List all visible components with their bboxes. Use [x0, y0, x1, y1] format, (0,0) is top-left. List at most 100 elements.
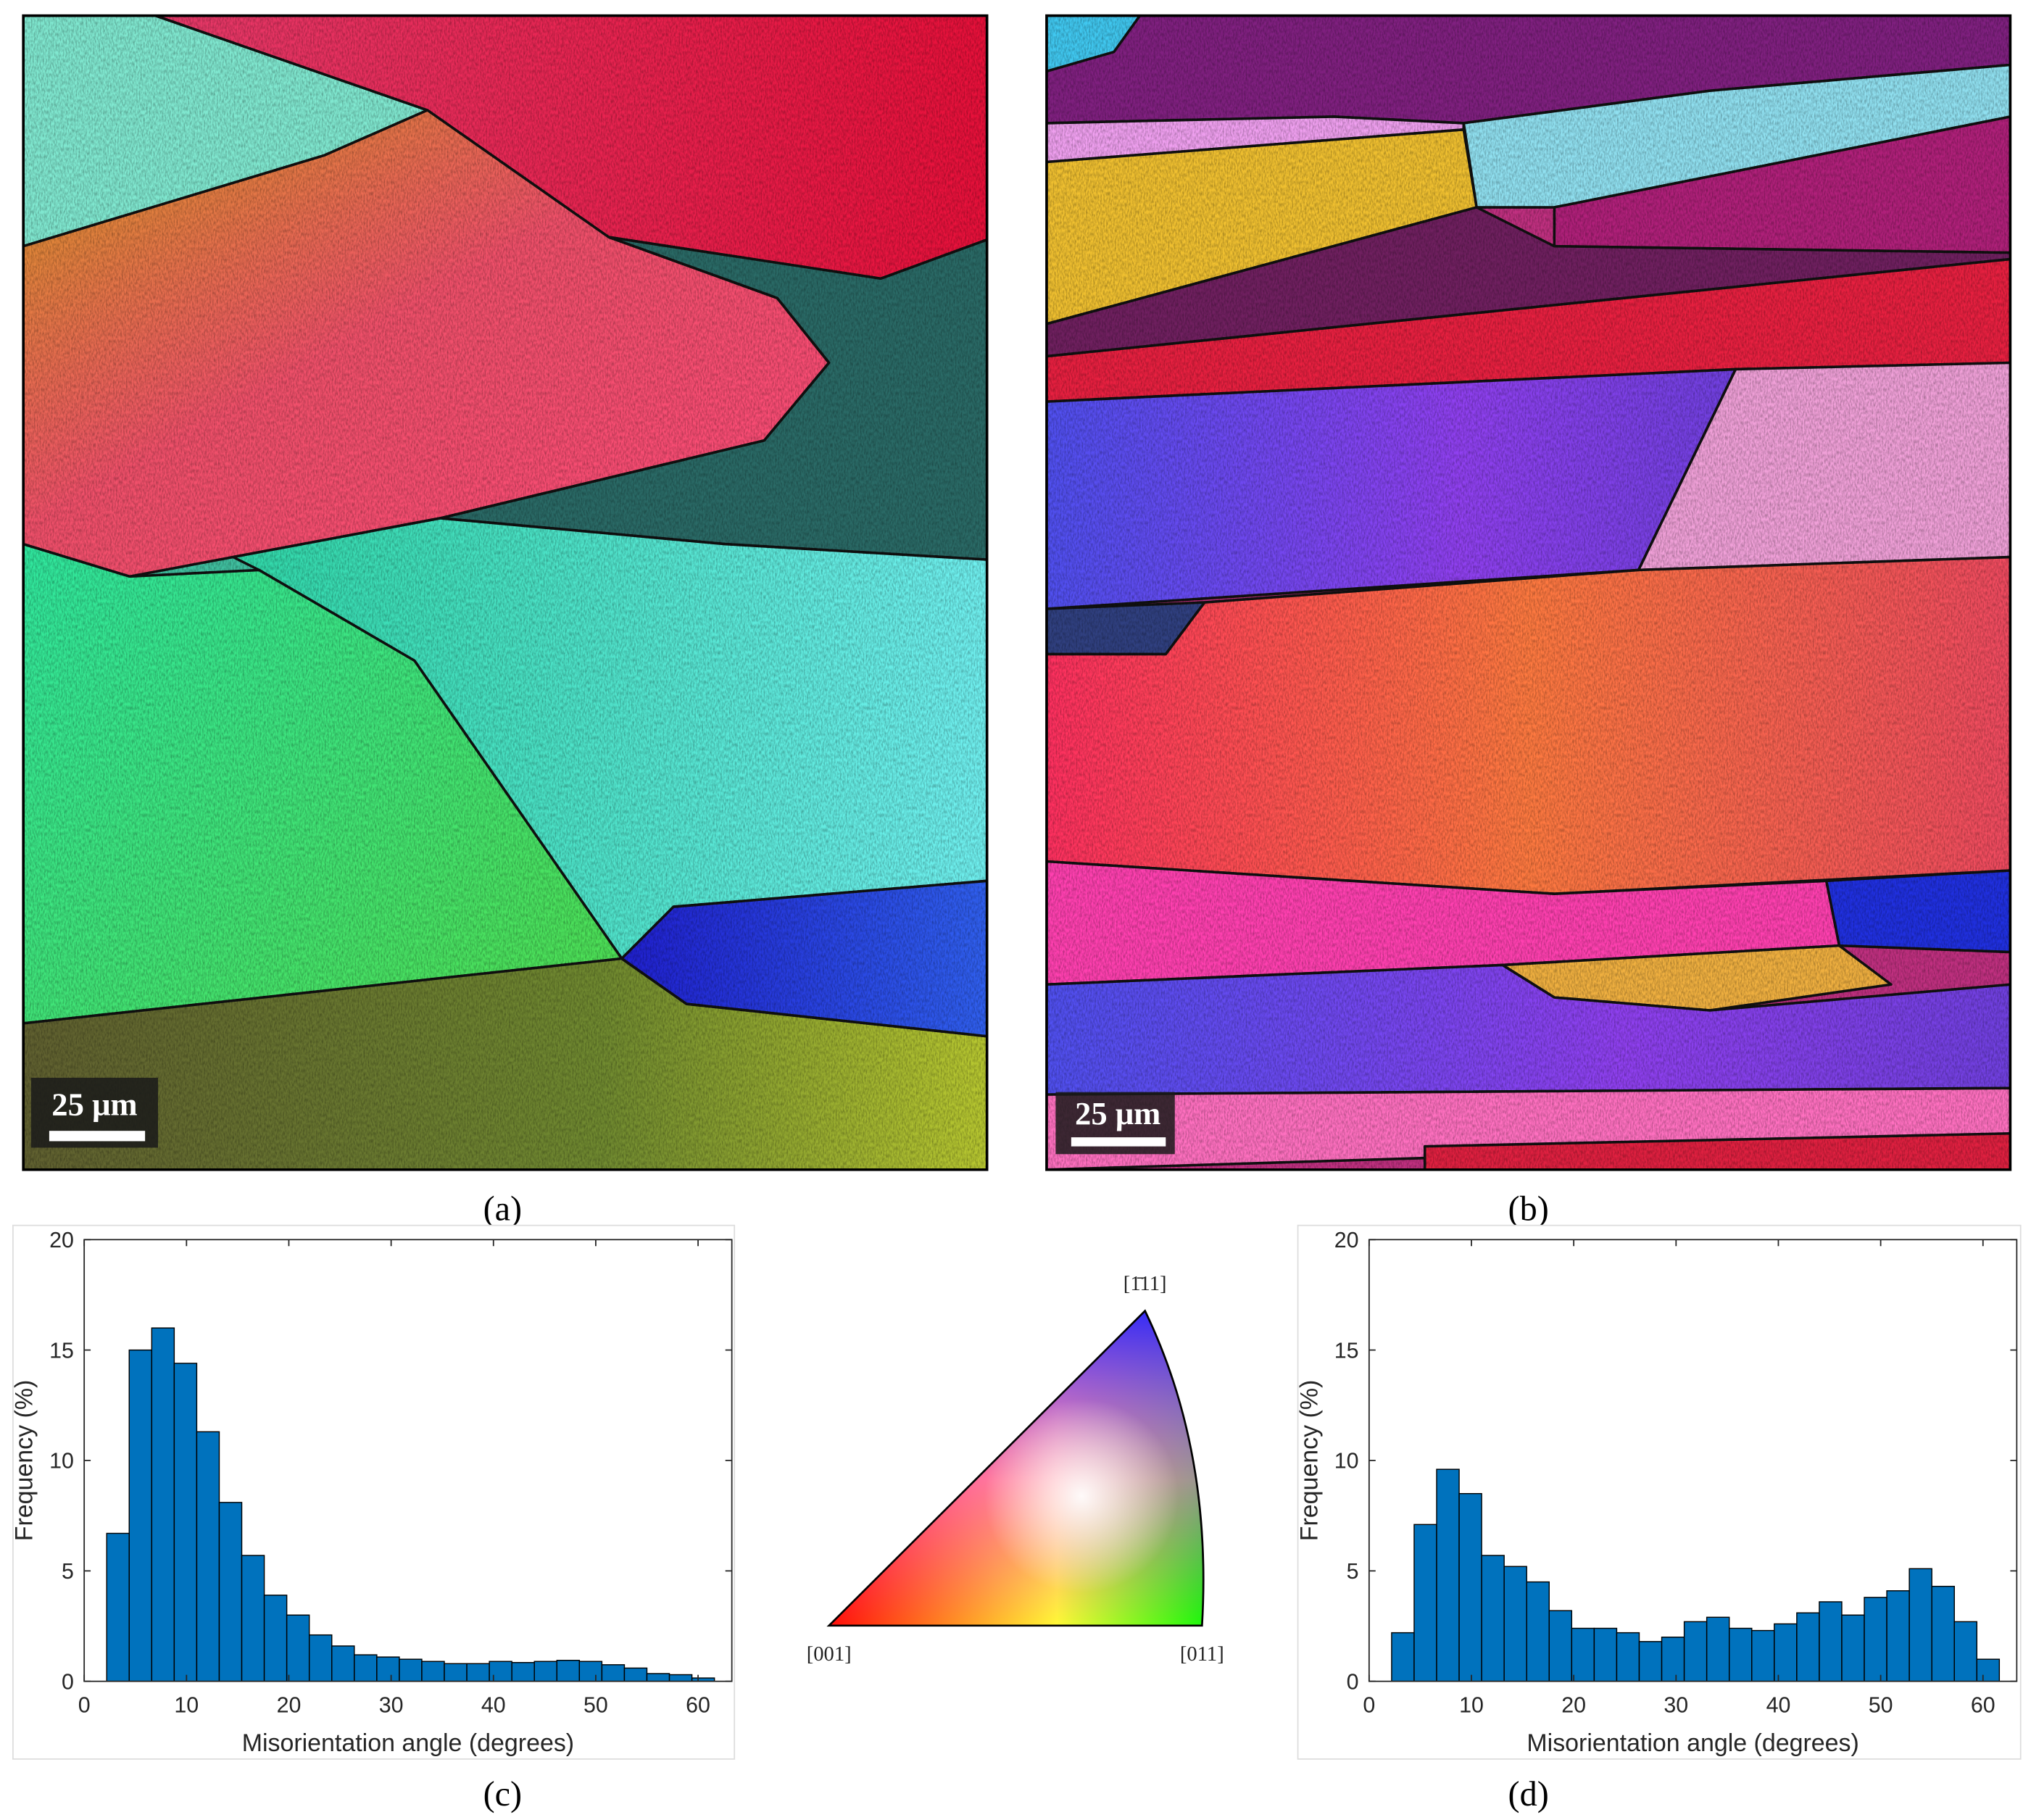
bar — [1503, 1566, 1527, 1682]
map-a — [23, 15, 987, 1170]
bar — [1526, 1581, 1550, 1682]
scale-bar — [49, 1131, 146, 1142]
bar — [1616, 1632, 1640, 1682]
x-tick-label: 40 — [1766, 1694, 1791, 1718]
bar — [466, 1663, 490, 1682]
y-tick-label: 15 — [1334, 1339, 1359, 1363]
bar — [556, 1659, 581, 1682]
bar — [578, 1661, 603, 1682]
scale-bar-label: 25 μm — [51, 1086, 137, 1123]
bar — [331, 1645, 355, 1682]
y-tick-label: 15 — [49, 1339, 74, 1363]
bar — [1458, 1492, 1482, 1682]
bar — [218, 1502, 243, 1682]
bar — [106, 1532, 130, 1682]
bar — [1481, 1555, 1505, 1682]
y-tick-label: 10 — [1334, 1450, 1359, 1474]
x-tick-label: 0 — [1363, 1694, 1375, 1718]
y-tick-label: 10 — [49, 1450, 74, 1474]
ipf-key — [828, 1310, 1204, 1626]
bar — [1661, 1637, 1685, 1682]
bar — [1909, 1568, 1932, 1682]
bar — [489, 1661, 512, 1682]
panel-label: (d) — [1508, 1775, 1549, 1813]
bar — [1436, 1468, 1460, 1682]
bar — [1751, 1629, 1775, 1682]
x-tick-label: 20 — [1561, 1694, 1586, 1718]
ipf-label: [1̄11] — [1124, 1273, 1167, 1295]
bar — [196, 1431, 220, 1682]
x-tick-label: 50 — [583, 1694, 608, 1718]
map-b — [1046, 15, 2011, 1170]
bar — [1774, 1623, 1798, 1682]
bar — [399, 1658, 423, 1682]
bar — [1886, 1590, 1910, 1682]
bar — [623, 1667, 648, 1682]
bar — [1976, 1658, 2001, 1682]
y-tick-label: 0 — [62, 1670, 74, 1694]
bar — [263, 1595, 288, 1682]
bar — [151, 1327, 175, 1682]
x-tick-label: 10 — [174, 1694, 199, 1718]
x-tick-label: 30 — [379, 1694, 404, 1718]
bar — [646, 1673, 670, 1682]
y-axis-label: Frequency (%) — [11, 1380, 38, 1542]
bar — [444, 1663, 468, 1682]
bar — [1841, 1614, 1865, 1682]
y-tick-label: 20 — [49, 1229, 74, 1252]
bar — [376, 1656, 400, 1682]
bar — [128, 1349, 153, 1682]
y-tick-label: 0 — [1347, 1670, 1359, 1694]
bar — [1413, 1524, 1437, 1682]
bar — [1391, 1632, 1415, 1682]
x-tick-label: 40 — [481, 1694, 506, 1718]
bar — [1796, 1612, 1820, 1682]
panel-label: (a) — [483, 1189, 523, 1228]
bar — [421, 1661, 445, 1682]
bar — [308, 1634, 333, 1682]
bar — [511, 1662, 535, 1682]
scale-bar — [1071, 1137, 1166, 1147]
bar — [1706, 1616, 1730, 1682]
x-axis-label: Misorientation angle (degrees) — [1527, 1729, 1858, 1757]
bar — [668, 1674, 693, 1682]
y-tick-label: 5 — [62, 1560, 74, 1584]
bar — [1638, 1641, 1663, 1682]
y-axis-label: Frequency (%) — [1295, 1380, 1323, 1542]
map-frame — [1045, 14, 2012, 1171]
x-axis-label: Misorientation angle (degrees) — [242, 1729, 574, 1757]
x-tick-label: 60 — [686, 1694, 710, 1718]
bar — [1593, 1627, 1618, 1682]
map-frame — [22, 14, 989, 1171]
bar — [241, 1555, 265, 1682]
bar — [286, 1614, 310, 1682]
x-tick-label: 10 — [1459, 1694, 1484, 1718]
x-tick-label: 0 — [78, 1694, 91, 1718]
x-tick-label: 30 — [1664, 1694, 1688, 1718]
bar — [173, 1363, 198, 1682]
bar — [1571, 1627, 1595, 1682]
bar — [354, 1654, 378, 1682]
ipf-label: [001] — [807, 1643, 852, 1666]
bar — [601, 1664, 626, 1682]
panel-label: (c) — [483, 1775, 523, 1813]
bar — [1728, 1627, 1753, 1682]
scale-bar-label: 25 μm — [1075, 1095, 1160, 1131]
bar — [1864, 1597, 1887, 1682]
ipf-label: [011] — [1180, 1643, 1224, 1666]
x-tick-label: 20 — [277, 1694, 302, 1718]
bar — [1953, 1621, 1978, 1682]
bar — [1548, 1610, 1573, 1682]
bar — [1931, 1585, 1955, 1682]
x-tick-label: 60 — [1971, 1694, 1995, 1718]
panel-label: (b) — [1508, 1189, 1549, 1228]
bar — [533, 1661, 557, 1682]
y-tick-label: 5 — [1347, 1560, 1359, 1584]
y-tick-label: 20 — [1334, 1229, 1359, 1252]
bar — [1683, 1621, 1708, 1682]
x-tick-label: 50 — [1869, 1694, 1893, 1718]
ipf-outline — [826, 1309, 1205, 1627]
bar — [1819, 1601, 1843, 1682]
